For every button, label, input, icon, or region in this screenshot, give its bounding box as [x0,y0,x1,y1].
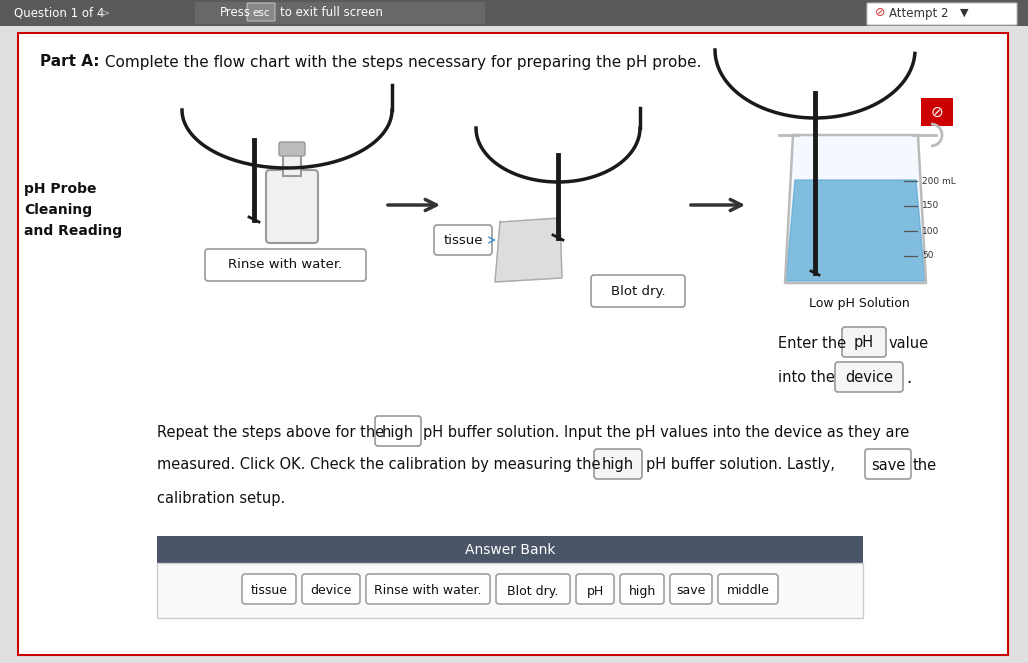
Text: into the: into the [778,371,835,385]
Text: high: high [382,424,414,440]
Text: middle: middle [727,585,769,597]
FancyBboxPatch shape [620,574,664,604]
Text: Rinse with water.: Rinse with water. [374,585,482,597]
Text: pH Probe
Cleaning
and Reading: pH Probe Cleaning and Reading [24,182,122,237]
Text: ⊘: ⊘ [875,7,885,19]
FancyBboxPatch shape [594,449,642,479]
Text: value: value [889,335,929,351]
Text: the: the [913,457,938,473]
Polygon shape [786,180,925,281]
FancyBboxPatch shape [670,574,712,604]
FancyBboxPatch shape [434,225,492,255]
Text: high: high [628,585,656,597]
FancyBboxPatch shape [302,574,360,604]
FancyBboxPatch shape [921,98,953,126]
Text: device: device [845,371,893,385]
Text: pH buffer solution. Input the pH values into the device as they are: pH buffer solution. Input the pH values … [423,424,909,440]
Text: 100: 100 [922,227,940,235]
Text: pH buffer solution. Lastly,: pH buffer solution. Lastly, [646,457,835,473]
FancyBboxPatch shape [867,3,1017,25]
Text: .: . [906,369,911,387]
FancyBboxPatch shape [19,33,1008,655]
Text: Enter the: Enter the [778,335,846,351]
Polygon shape [785,135,926,283]
FancyBboxPatch shape [591,275,685,307]
FancyBboxPatch shape [205,249,366,281]
FancyBboxPatch shape [375,416,421,446]
FancyBboxPatch shape [283,152,301,176]
Text: to exit full screen: to exit full screen [280,7,382,19]
Text: pH: pH [586,585,603,597]
Text: 50: 50 [922,251,933,261]
FancyBboxPatch shape [495,574,570,604]
Text: Press: Press [220,7,251,19]
FancyBboxPatch shape [576,574,614,604]
Text: measured. Click OK. Check the calibration by measuring the: measured. Click OK. Check the calibratio… [157,457,600,473]
Text: save: save [871,457,906,473]
FancyBboxPatch shape [247,3,276,21]
Text: Answer Bank: Answer Bank [465,542,555,556]
Text: Question 1 of 4: Question 1 of 4 [14,7,105,19]
FancyBboxPatch shape [865,449,911,479]
Text: high: high [602,457,634,473]
Text: Blot dry.: Blot dry. [611,284,665,298]
Text: tissue: tissue [251,585,288,597]
Text: pH: pH [854,335,874,351]
FancyBboxPatch shape [0,0,1028,26]
FancyBboxPatch shape [366,574,490,604]
Text: Repeat the steps above for the: Repeat the steps above for the [157,424,384,440]
Text: 200 mL: 200 mL [922,176,956,186]
Text: Rinse with water.: Rinse with water. [228,259,342,272]
FancyBboxPatch shape [718,574,778,604]
FancyBboxPatch shape [157,536,862,563]
Polygon shape [495,218,562,282]
Text: device: device [310,585,352,597]
FancyBboxPatch shape [266,170,318,243]
FancyBboxPatch shape [242,574,296,604]
Text: 150: 150 [922,202,940,210]
Text: Attempt 2: Attempt 2 [889,7,949,19]
FancyBboxPatch shape [835,362,903,392]
Text: esc: esc [252,8,269,18]
Text: calibration setup.: calibration setup. [157,491,285,507]
FancyBboxPatch shape [279,142,305,156]
Text: >: > [100,7,110,19]
FancyBboxPatch shape [842,327,886,357]
Text: Part A:: Part A: [40,54,100,70]
Text: ⊘: ⊘ [930,105,944,119]
Text: Complete the flow chart with the steps necessary for preparing the pH probe.: Complete the flow chart with the steps n… [100,54,701,70]
Text: ▼: ▼ [960,8,968,18]
FancyBboxPatch shape [157,563,862,618]
FancyBboxPatch shape [195,2,485,24]
Text: save: save [676,585,705,597]
Text: Low pH Solution: Low pH Solution [809,296,910,310]
Text: tissue: tissue [443,233,483,247]
Text: Blot dry.: Blot dry. [507,585,558,597]
